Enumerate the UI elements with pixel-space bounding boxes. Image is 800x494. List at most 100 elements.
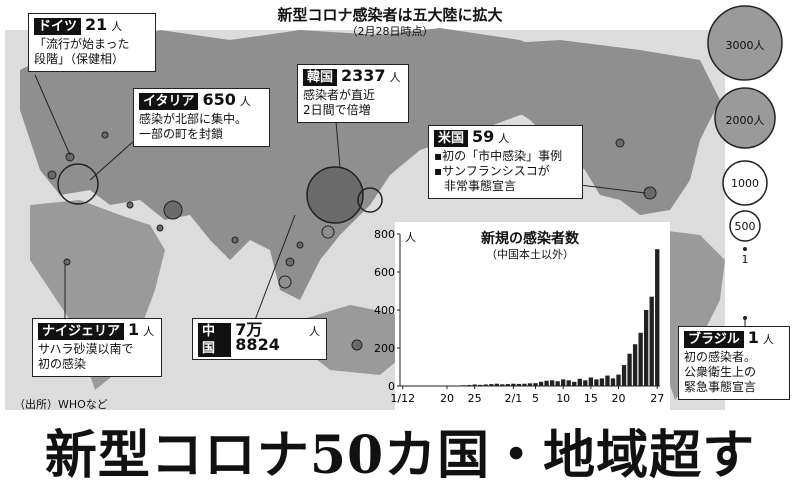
country-dot [126,201,134,209]
callout-korea: 韓国 2337 人 感染者が直近 2日間で倍増 [297,64,409,123]
y-tick-label: 400 [374,304,395,317]
legend-circle-1 [743,247,747,251]
bar [610,378,616,386]
bar [533,383,538,386]
bar [632,344,638,386]
legend-circle-3000 [707,5,783,81]
bar [505,384,511,386]
case-count: 21 [85,15,108,34]
bar [572,381,577,386]
callout-china: 中国 7万8824 人 [192,318,327,360]
country-name: ブラジル [684,331,744,348]
country-dot [156,224,164,232]
case-count: 2337 [341,66,386,85]
italy-circle [57,163,99,205]
note-line: 感染が北部に集中。 [139,112,248,126]
chart-title: 新規の感染者数 [481,231,579,247]
legend-circle-1000 [722,160,768,206]
y-tick-label: 0 [388,380,395,393]
note-line: 非常事態宣言 [444,179,517,193]
legend-circle-500 [729,210,761,242]
bar [549,380,555,386]
bar [644,310,649,386]
y-tick-label: 800 [374,228,395,241]
note-line: 2日間で倍増 [303,103,371,117]
x-tick-label: 2/1 [505,392,523,405]
unit: 人 [762,333,774,346]
note-line: 緊急事態宣言 [684,380,757,394]
note-line: 一部の町を封鎖 [139,127,224,141]
bar [605,375,610,386]
bar [466,385,472,386]
source-note: （出所）WHOなど [14,398,108,411]
bar [599,378,605,386]
singapore-circle [278,275,292,289]
bar [522,383,527,386]
chart-subtitle: （中国本土以外） [486,248,574,261]
china-circle [306,166,364,224]
bar [555,381,560,386]
bar [588,377,594,386]
note-line: サハラ砂漠以南で [38,342,134,356]
country-dot [63,258,71,266]
y-tick-label: 200 [374,342,395,355]
headline: 新型コロナ50カ国・地域超す [44,425,756,486]
case-count: 650 [202,90,236,109]
country-dot [285,257,295,267]
legend-label-500: 500 [734,220,756,233]
country-name: ドイツ [34,18,82,35]
note-line: 初の感染者。 [684,350,757,364]
country-dot [743,316,747,320]
callout-germany: ドイツ 21 人 「流行が始まった 段階」（保健相） [28,13,156,72]
legend-circle-2000 [714,87,776,149]
bar [500,384,505,386]
x-tick-label: 25 [468,392,482,405]
country-dot [101,131,109,139]
unit: 人 [143,325,155,338]
callout-nigeria: ナイジェリア 1 人 サハラ砂漠以南で 初の感染 [32,318,162,377]
callout-brazil: ブラジル 1 人 初の感染者。 公衆衛生上の 緊急事態宣言 [678,326,790,400]
case-count: 1 [747,328,759,347]
korea-circle [357,187,383,213]
note-line: ▪サンフランシスコが [434,164,550,178]
bar [472,384,477,386]
legend-label-1000: 1000 [731,177,759,190]
legend-label-2000: 2000人 [725,114,765,127]
x-tick-label: 5 [532,392,539,405]
bar [544,380,549,386]
north-america-landmass [480,40,720,215]
leader-germany [34,74,71,156]
callout-italy: イタリア 650 人 感染が北部に集中。 一部の町を封鎖 [133,88,270,147]
country-name: 韓国 [303,69,338,86]
country-dot [296,241,304,249]
note-line: ▪初の「市中感染」事例 [434,149,563,163]
map-title: 新型コロナ感染者は五大陸に拡大 [277,6,503,24]
bar [483,384,488,386]
unit: 人 [239,95,251,108]
country-dot [615,138,625,148]
legend-label-1: 1 [741,253,749,266]
callout-us: 米国 59 人 ▪初の「市中感染」事例 ▪サンフランシスコが 非常事態宣言 [428,125,583,199]
country-name: イタリア [139,93,199,110]
bar [561,379,566,386]
australia-circle [351,339,363,351]
x-tick-label: 10 [556,392,570,405]
unit: 人 [309,325,320,338]
unit: 人 [111,20,123,33]
country-name: 中国 [198,323,232,357]
country-dot [231,236,239,244]
bar [594,379,599,386]
x-tick-label: 1/12 [390,392,415,405]
unit: 人 [498,132,510,145]
country-name: ナイジェリア [38,323,125,340]
bar [655,249,660,386]
note-line: 感染者が直近 [303,88,376,102]
us-circle [643,186,657,200]
bar [516,383,522,386]
bar [489,384,494,386]
iran-circle [163,200,183,220]
bar [638,332,643,386]
map-subtitle: （2月28日時点） [346,25,434,38]
unit: 人 [389,71,401,84]
